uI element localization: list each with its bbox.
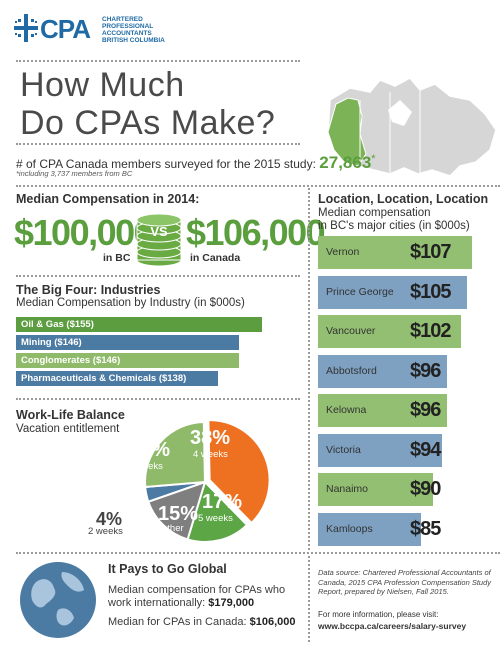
vacation-pie-chart [144, 419, 271, 543]
cpa-logo-icon [14, 14, 38, 42]
pie-label-4-weeks: 4 weeks [193, 449, 228, 460]
pie-slice [186, 480, 249, 543]
pie-label-other: other [162, 523, 184, 534]
pie-label-2-weeks: 2 weeks [88, 526, 123, 537]
page-title-line1: How Much [20, 66, 185, 104]
industry-bar: Oil & Gas ($155) [16, 317, 262, 332]
logo-line: BRITISH COLUMBIA [102, 37, 165, 44]
location-subtitle: in BC's major cities (in $000s) [318, 220, 470, 232]
city-value: $96 [410, 399, 441, 421]
city-value: $107 [410, 241, 451, 263]
city-name: Abbotsford [326, 364, 377, 377]
pie-pct-4-weeks: 38% [190, 427, 231, 449]
survey-value: 27,863 [319, 153, 372, 172]
cpa-logo: CPA CHARTERED PROFESSIONAL ACCOUNTANTS B… [14, 10, 214, 54]
global-heading: It Pays to Go Global [108, 562, 227, 576]
logo-line: PROFESSIONAL [102, 23, 154, 30]
city-bar: Kelowna $96 [318, 394, 447, 427]
pie-slice [207, 419, 271, 525]
city-name: Nanaimo [326, 483, 369, 495]
canada-label: in Canada [190, 252, 241, 264]
median-heading: Median Compensation in 2014: [16, 192, 200, 206]
industry-bar: Mining ($146) [16, 335, 239, 350]
divider [16, 398, 300, 400]
data-source: Data source: Chartered Professional Acco… [318, 568, 492, 596]
pie-pct-other: 15% [158, 503, 199, 525]
pie-label-3-weeks: 3 weeks [128, 461, 163, 472]
more-info-text: For more information, please visit: [318, 610, 439, 619]
canada-map-icon [327, 77, 497, 177]
canada-value: $106,000 [186, 212, 326, 253]
coin-stack-icon [136, 213, 182, 267]
pie-pct-5-weeks: 17% [202, 491, 243, 513]
city-bar: Victoria $94 [318, 433, 442, 467]
city-name: Kelowna [326, 404, 367, 416]
city-bar: Nanaimo $90 [318, 473, 441, 506]
city-value: $105 [410, 280, 451, 303]
divider [16, 143, 300, 145]
city-name: Kamloops [326, 522, 373, 535]
city-name: Victoria [326, 443, 361, 456]
survey-marker: * [371, 153, 376, 165]
bc-value: $100,000 [14, 212, 154, 253]
page-title-line2: Do CPAs Make? [20, 104, 276, 142]
city-name: Vernon [326, 246, 360, 258]
survey-count: # of CPA Canada members surveyed for the… [16, 153, 376, 173]
logo-line: CHARTERED [102, 16, 143, 23]
column-divider [308, 188, 310, 550]
global-text: work internationally: $179,000 [108, 597, 254, 609]
pie-slice [147, 480, 207, 541]
pie-label-5-weeks: 5 weeks [198, 513, 233, 524]
city-bar: Kamloops $85 [318, 512, 441, 546]
divider [16, 275, 300, 277]
industry-bar: Pharmaceuticals & Chemicals ($138) [16, 371, 218, 386]
vacation-heading: Work-Life Balance [16, 408, 125, 422]
city-bar: Prince George $105 [318, 275, 467, 309]
vacation-subtitle: Vacation entitlement [16, 423, 120, 435]
location-subtitle: Median compensation [318, 207, 431, 219]
city-name: Vancouver [326, 325, 376, 337]
global-canada-value: $106,000 [249, 616, 296, 628]
survey-text: # of CPA Canada members surveyed for the… [16, 157, 316, 171]
city-bar: Vernon $107 [318, 236, 472, 269]
more-info-url[interactable]: www.bccpa.ca/careers/salary-survey [318, 621, 467, 631]
survey-note: *including 3,737 members from BC [16, 169, 133, 178]
pie-pct-3-weeks: 26% [130, 439, 171, 461]
city-value: $102 [410, 320, 451, 342]
city-value: $85 [410, 517, 441, 540]
global-international-text: work internationally: [108, 597, 206, 609]
pie-pct-2-weeks: 4% [96, 509, 123, 529]
industry-bar: Conglomerates ($146) [16, 353, 239, 368]
column-divider [308, 556, 310, 642]
city-value: $94 [410, 438, 441, 461]
global-text: Median compensation for CPAs who [108, 584, 286, 596]
location-heading: Location, Location, Location [318, 192, 489, 206]
divider [16, 60, 300, 62]
industries-subtitle: Median Compensation by Industry (in $000… [16, 297, 245, 309]
pie-slice [144, 420, 207, 489]
city-value: $90 [410, 478, 441, 500]
divider [16, 552, 500, 554]
globe-icon [20, 562, 96, 638]
city-bar: Vancouver $102 [318, 315, 461, 348]
city-bar: Abbotsford $96 [318, 354, 447, 388]
vs-label: VS [150, 224, 168, 239]
logo-word: CPA [40, 14, 91, 44]
global-canada-text: Median for CPAs in Canada: [108, 616, 247, 628]
divider [16, 185, 500, 187]
city-value: $96 [410, 359, 441, 382]
industries-heading: The Big Four: Industries [16, 283, 161, 297]
logo-line: ACCOUNTANTS [102, 30, 152, 37]
global-text: Median for CPAs in Canada: $106,000 [108, 616, 296, 628]
city-name: Prince George [326, 285, 394, 298]
bc-label: in BC [103, 252, 131, 264]
global-international-value: $179,000 [208, 597, 255, 609]
